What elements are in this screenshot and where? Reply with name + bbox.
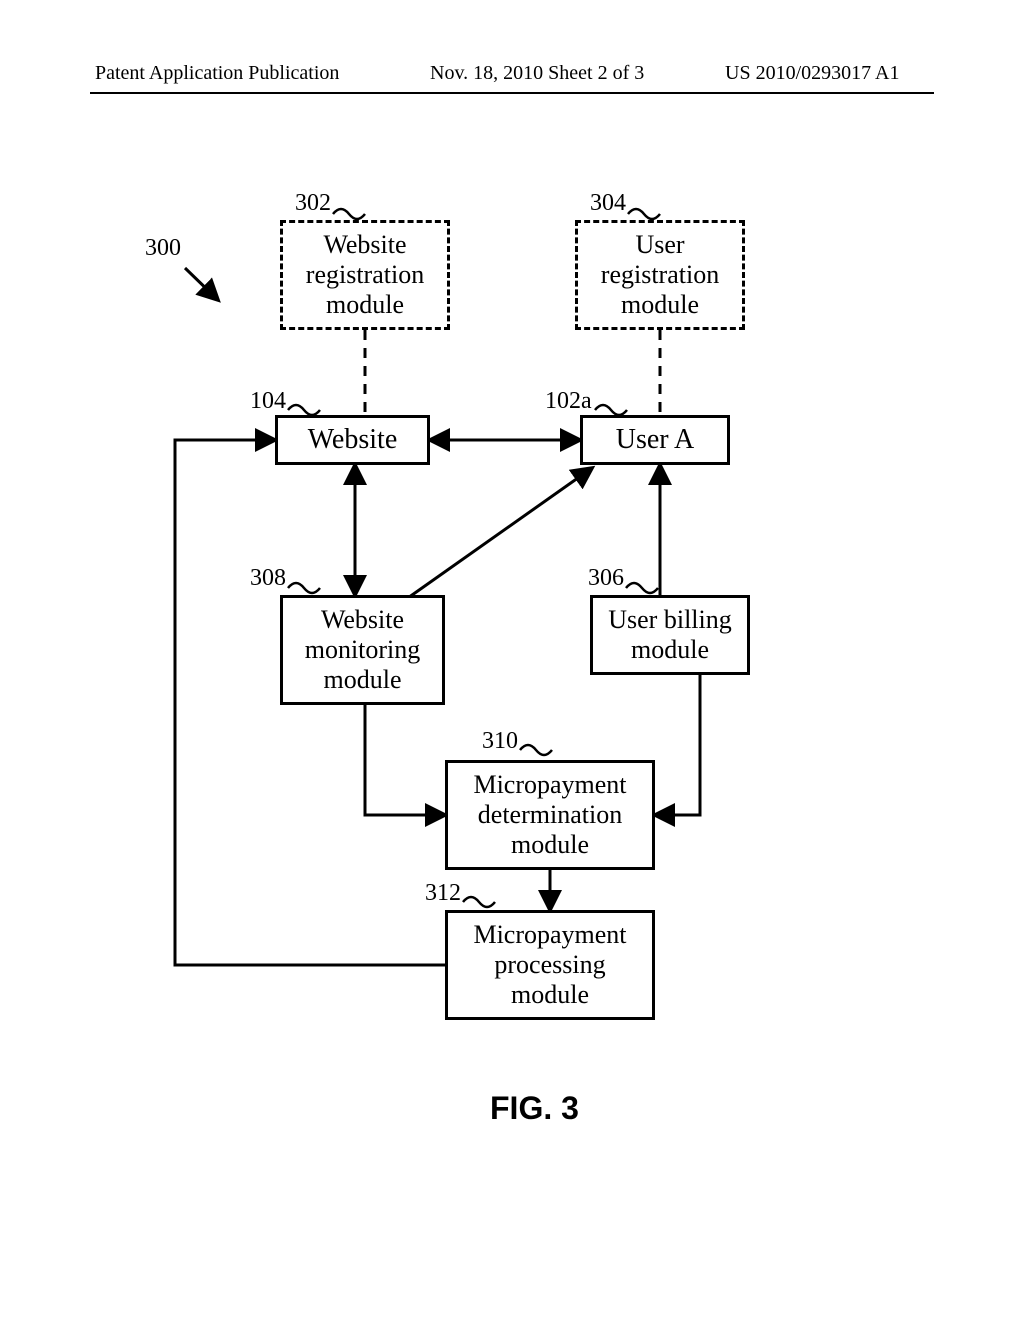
node-text: determination xyxy=(478,800,622,830)
node-text: module xyxy=(511,830,589,860)
node-user-registration: User registration module xyxy=(575,220,745,330)
ref-312: 312 xyxy=(425,880,461,907)
node-text: registration xyxy=(306,260,424,290)
node-text: Website xyxy=(321,605,404,635)
node-billing: User billing module xyxy=(590,595,750,675)
node-text: module xyxy=(621,290,699,320)
header-rule xyxy=(90,92,934,94)
header-right: US 2010/0293017 A1 xyxy=(725,62,899,85)
node-text: Website xyxy=(308,424,398,456)
node-text: monitoring xyxy=(305,635,421,665)
node-text: Micropayment xyxy=(473,770,626,800)
header-left: Patent Application Publication xyxy=(95,62,339,85)
node-text: User xyxy=(635,230,684,260)
ref-310: 310 xyxy=(482,728,518,755)
node-monitoring: Website monitoring module xyxy=(280,595,445,705)
ref-300: 300 xyxy=(145,235,181,262)
node-text: User A xyxy=(616,424,695,456)
ref-306: 306 xyxy=(588,565,624,592)
ref-104: 104 xyxy=(250,388,286,415)
figure-label: FIG. 3 xyxy=(490,1090,579,1127)
ref-302: 302 xyxy=(295,190,331,217)
page: Patent Application Publication Nov. 18, … xyxy=(0,0,1024,1320)
node-text: registration xyxy=(601,260,719,290)
node-text: module xyxy=(326,290,404,320)
ref-304: 304 xyxy=(590,190,626,217)
node-text: User billing xyxy=(608,605,732,635)
node-determination: Micropayment determination module xyxy=(445,760,655,870)
node-text: Micropayment xyxy=(473,920,626,950)
node-text: Website xyxy=(323,230,406,260)
node-text: module xyxy=(631,635,709,665)
ref-102a: 102a xyxy=(545,388,592,415)
node-website: Website xyxy=(275,415,430,465)
node-website-registration: Website registration module xyxy=(280,220,450,330)
header-center: Nov. 18, 2010 Sheet 2 of 3 xyxy=(430,62,644,85)
node-text: module xyxy=(324,665,402,695)
node-user-a: User A xyxy=(580,415,730,465)
node-text: processing xyxy=(494,950,605,980)
ref-308: 308 xyxy=(250,565,286,592)
node-processing: Micropayment processing module xyxy=(445,910,655,1020)
node-text: module xyxy=(511,980,589,1010)
